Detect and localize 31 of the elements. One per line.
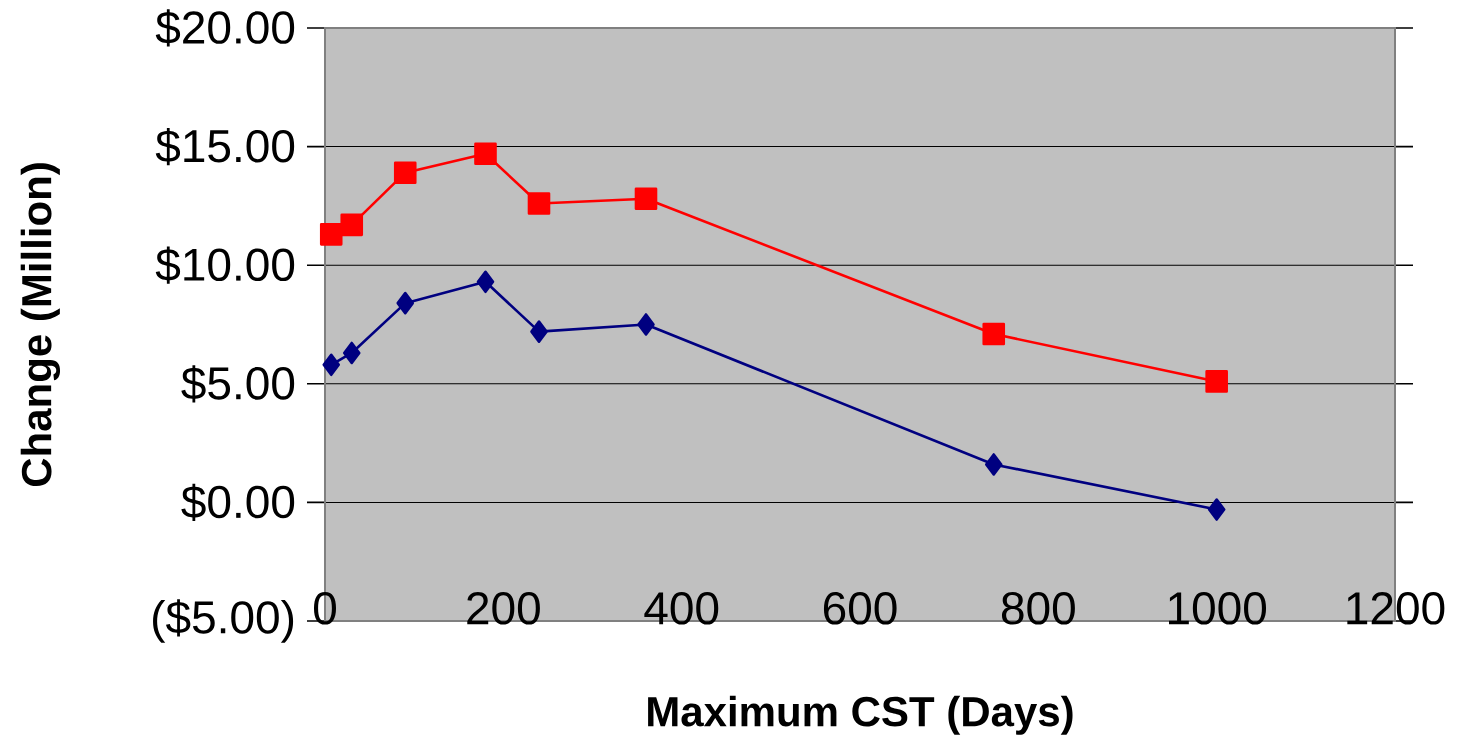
point bbox=[634, 187, 658, 211]
y-axis-title: Change (Million) bbox=[20, 163, 61, 487]
y-tick-label: $20.00 bbox=[155, 9, 295, 47]
point bbox=[474, 142, 497, 165]
x-tick-label: 800 bbox=[1001, 592, 1075, 625]
point bbox=[393, 161, 417, 184]
point bbox=[342, 341, 361, 365]
point bbox=[340, 213, 364, 237]
x-tick-label: 600 bbox=[823, 592, 897, 625]
point bbox=[527, 192, 551, 215]
point bbox=[984, 453, 1003, 476]
point bbox=[322, 353, 341, 377]
point bbox=[319, 223, 343, 246]
x-tick-label: 200 bbox=[467, 592, 540, 625]
x-tick-label: 400 bbox=[644, 592, 719, 625]
x-tick-label: 1200 bbox=[1347, 592, 1445, 625]
y-tick-label: $15.00 bbox=[155, 127, 295, 166]
point bbox=[396, 291, 415, 315]
x-tick-label: 1000 bbox=[1169, 592, 1267, 625]
point bbox=[637, 313, 655, 336]
point bbox=[1207, 498, 1226, 521]
point bbox=[530, 320, 548, 343]
point bbox=[982, 322, 1006, 346]
y-tick-label: ($5.00) bbox=[153, 599, 294, 643]
y-tick-label: $5.00 bbox=[181, 365, 295, 403]
y-tick-label: $10.00 bbox=[155, 246, 295, 284]
x-tick-label: 0 bbox=[313, 592, 337, 625]
point bbox=[476, 270, 495, 294]
x-axis-title: Maximum CST (Days) bbox=[648, 695, 1073, 735]
y-tick-label: $0.00 bbox=[181, 483, 295, 522]
point bbox=[1205, 370, 1228, 393]
